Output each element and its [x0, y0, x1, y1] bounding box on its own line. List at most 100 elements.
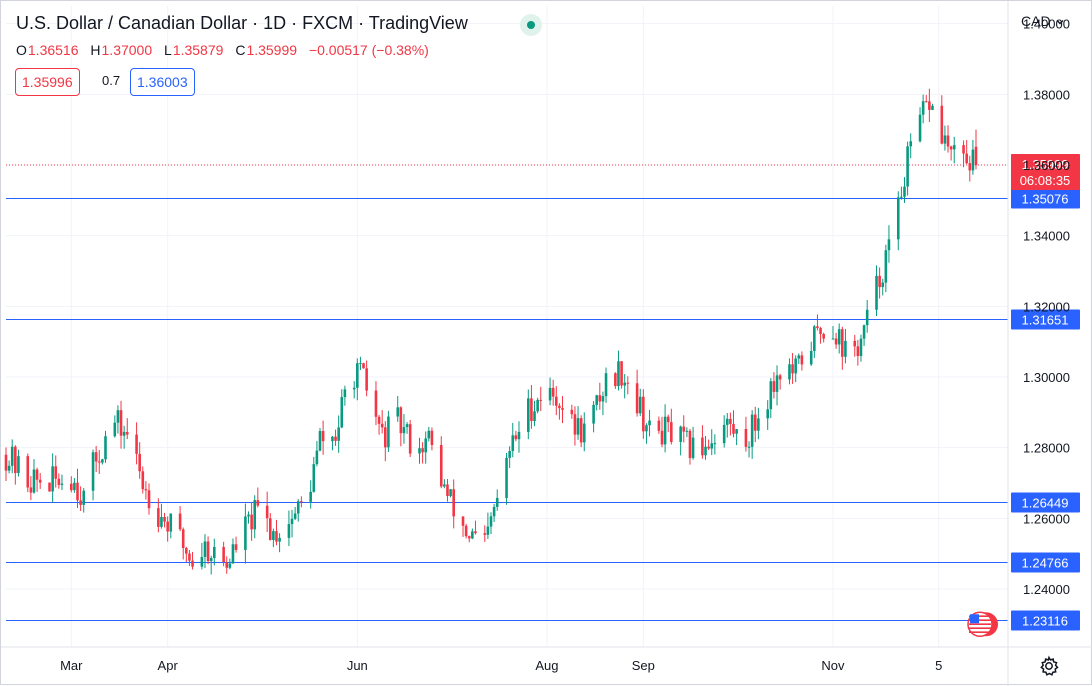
y-tick-label: 1.26000	[1023, 511, 1070, 526]
candle	[791, 352, 794, 384]
candle	[505, 452, 508, 505]
candle	[931, 103, 934, 111]
us-flag-icon[interactable]	[967, 611, 998, 637]
candle	[582, 412, 586, 452]
candle	[278, 533, 281, 553]
candle	[421, 442, 424, 464]
chevron-down-icon	[1056, 20, 1064, 25]
candle	[576, 406, 580, 440]
sell-button[interactable]: 1.35996	[15, 68, 80, 96]
candle	[729, 412, 732, 436]
candle	[471, 528, 474, 540]
candle	[750, 410, 754, 459]
candle	[293, 507, 297, 521]
candle	[135, 422, 138, 465]
candle	[147, 483, 151, 515]
candle	[679, 425, 682, 456]
candle	[256, 487, 260, 508]
candle	[725, 413, 729, 438]
candle	[670, 408, 673, 445]
buy-button[interactable]: 1.36003	[130, 68, 195, 96]
level-price-tag	[1011, 492, 1080, 513]
candle	[119, 400, 123, 449]
candle	[604, 367, 608, 403]
candle	[856, 339, 860, 366]
candle	[710, 429, 714, 456]
candle	[268, 513, 272, 541]
candle	[638, 388, 642, 417]
candle	[881, 278, 885, 296]
level-price-tag	[1011, 610, 1080, 631]
candle	[878, 267, 881, 299]
candle	[362, 362, 365, 369]
candle	[76, 468, 79, 509]
candle	[384, 421, 387, 462]
candle	[744, 416, 748, 452]
candle	[617, 350, 620, 391]
candle	[486, 512, 490, 539]
candle	[430, 427, 434, 451]
candle	[352, 381, 356, 399]
candle	[660, 416, 664, 448]
candle	[191, 551, 194, 570]
candle	[657, 416, 661, 434]
y-tick-label: 1.28000	[1023, 441, 1070, 456]
candle	[691, 426, 695, 460]
candle	[228, 558, 232, 570]
candle	[896, 191, 900, 251]
candle	[7, 460, 11, 474]
candle	[533, 400, 536, 427]
candle	[853, 334, 857, 357]
y-tick-label: 1.40000	[1023, 17, 1070, 32]
ohlc-low-key: L	[164, 42, 172, 58]
gear-icon[interactable]	[1037, 654, 1061, 678]
x-tick-label: Mar	[60, 658, 83, 673]
candle	[623, 374, 626, 399]
candle	[900, 186, 903, 200]
candle	[952, 136, 956, 164]
candle	[188, 549, 191, 567]
candle	[946, 125, 950, 153]
candle	[788, 358, 791, 385]
candle	[387, 410, 390, 453]
candle	[968, 155, 972, 182]
candle	[701, 425, 704, 459]
candle	[688, 428, 692, 465]
candle	[290, 509, 294, 538]
candle	[620, 361, 623, 389]
x-tick-label: Jun	[347, 658, 368, 673]
candle	[769, 378, 773, 419]
candle	[26, 453, 30, 493]
candle	[144, 481, 148, 500]
candle	[753, 406, 757, 443]
candle	[778, 373, 782, 390]
candle	[374, 381, 378, 426]
candle	[928, 88, 931, 123]
y-tick-label: 1.34000	[1023, 229, 1070, 244]
candle	[909, 133, 913, 159]
candle	[903, 177, 906, 203]
candle	[222, 541, 225, 567]
candle	[775, 365, 779, 406]
candle	[732, 410, 735, 438]
candle	[794, 355, 797, 383]
candle	[735, 428, 738, 446]
candle	[439, 436, 443, 489]
x-tick-label: Apr	[158, 658, 179, 673]
candle	[822, 332, 825, 343]
candle	[648, 409, 651, 437]
currency-selector[interactable]: CAD	[1021, 13, 1064, 29]
candle	[247, 511, 250, 524]
candle	[974, 129, 978, 170]
candle	[244, 503, 247, 564]
candle	[213, 538, 216, 566]
candle	[772, 372, 776, 399]
candle	[113, 415, 117, 438]
candle	[60, 474, 64, 491]
candle	[573, 406, 577, 446]
y-tick-label: 1.30000	[1023, 370, 1070, 385]
candle	[495, 489, 499, 511]
y-tick-label: 1.38000	[1023, 87, 1070, 102]
